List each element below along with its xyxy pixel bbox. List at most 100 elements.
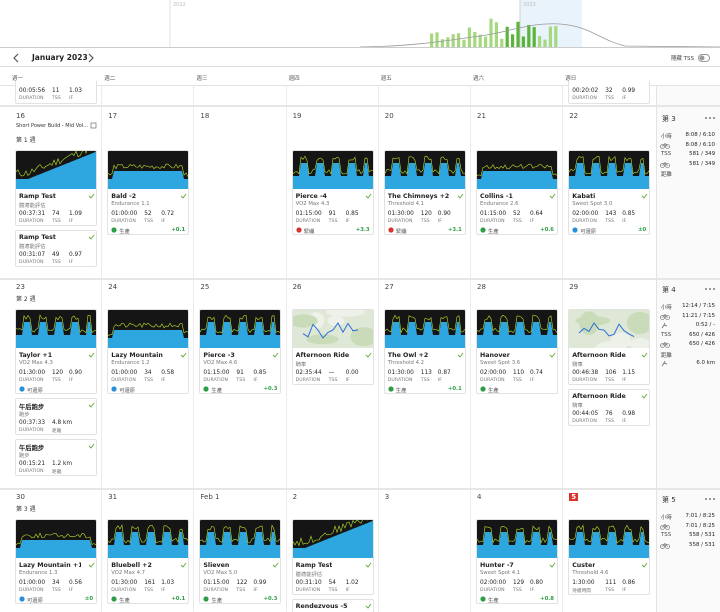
metric-value: 120 (420, 211, 432, 217)
metric-value: 00:31:10 (295, 580, 322, 586)
status-delta: +0.1 (171, 227, 186, 233)
day-date: 26 (292, 283, 302, 291)
metric-value: 1.2 km (52, 461, 73, 467)
workout-card[interactable]: Kabati Sweet Spot 3.0 02:00:00 DURATION 143 T… (568, 150, 651, 235)
metric-value: 34 (144, 370, 152, 376)
workout-card[interactable]: Hanover Sweet Spot 3.6 02:00:00 DURATION 110… (476, 309, 558, 394)
workout-card[interactable]: Lazy Mountain +1 Endurance 1.3 01:00:00 DUR… (15, 519, 97, 604)
metric-label: 距離 (52, 428, 62, 434)
metric-label: TSS (328, 587, 338, 593)
week-divider (0, 105, 720, 107)
metric-value: 106 (605, 370, 617, 376)
workout-type: VO2 Max 4.6 (203, 360, 238, 366)
timeline-chart: 2022 2023 (0, 0, 720, 48)
completed-check (180, 193, 187, 199)
workout-card[interactable]: Pierce -3 VO2 Max 4.6 01:15:00 DURATION 91 TS… (199, 309, 282, 394)
timeline-bar (451, 34, 455, 47)
metric-label: IF (622, 218, 627, 224)
thumbnail-wrap (16, 151, 96, 189)
weekday-label: 週三 (196, 76, 208, 82)
plan-icon (90, 122, 97, 129)
thumbnail-wrap (16, 310, 96, 348)
workout-thumbnail (384, 151, 465, 189)
summary-column (656, 86, 720, 612)
metric-label: IF (622, 377, 627, 383)
completed-check (273, 352, 279, 358)
workout-card[interactable]: The Chimneys +2 Threshold 4.1 01:30:00 DURA… (383, 150, 466, 235)
metric-label: 持續時間 (572, 588, 591, 594)
timeline-curve (359, 23, 720, 48)
status-text: 緊繃 (395, 229, 407, 235)
workout-card[interactable]: Ramp Test 體適能評估 00:37:31 DURATION 74 TSS 1.09 I… (15, 150, 97, 226)
metric-value: 11 (52, 88, 60, 94)
workout-card[interactable]: Custer Threshold 4.6 1:30:00 持續時間 111 TSS 0.86… (568, 519, 651, 595)
completed-check (88, 402, 95, 408)
status-icon (203, 386, 209, 392)
metric-label: TSS (513, 377, 522, 383)
completed-check (273, 562, 279, 568)
workout-card[interactable]: Ramp Test 體適能評估 00:31:07 DURATION 49 TSS 0.97 I… (15, 230, 97, 267)
workout-card[interactable]: Taylor +1 VO2 Max 4.3 01:30:00 DURATION 120 T… (15, 309, 97, 394)
workout-card[interactable]: Slieven VO2 Max 5.0 01:15:00 DURATION 122 TSS… (199, 519, 282, 604)
workout-card[interactable]: 午后跑步 跑步 00:37:33 DURATION 4.8 km 距離 (15, 398, 97, 435)
workout-card[interactable]: Lazy Mountain Endurance 1.2 01:00:00 DURATI… (107, 309, 190, 394)
workout-card[interactable]: 00:20:02 DURATION 32 TSS 0.99 IF (568, 80, 651, 104)
workout-card[interactable]: Afternoon Ride 騎車 02:35:44 DURATION — TSS 0.00… (291, 309, 374, 385)
workout-type: Endurance 1.1 (111, 201, 150, 207)
metric-label: IF (161, 587, 166, 593)
workout-card[interactable]: 00:05:56 DURATION 11 TSS 1.03 IF (15, 80, 97, 104)
summary-value: 558 / 531 (689, 532, 715, 538)
workout-card[interactable]: Ramp Test 體適能評估 00:31:10 DURATION 54 TSS 1.02 I… (291, 519, 374, 595)
metric-value: 1.02 (345, 580, 359, 586)
metric-label: DURATION (111, 587, 136, 593)
thumbnail-wrap (200, 310, 281, 348)
workout-card[interactable]: Collins -1 Endurance 2.6 01:15:00 DURATION 5… (476, 150, 558, 235)
metric-label: IF (69, 218, 74, 224)
metric-value: 120 (52, 370, 64, 376)
summary-icon-bike (660, 523, 670, 530)
workout-card[interactable]: Bluebell +2 VO2 Max 4.7 01:30:00 DURATION 16… (107, 519, 190, 604)
workout-card[interactable]: The Owl +2 Threshold 4.2 01:30:00 DURATION 1… (383, 309, 466, 394)
metric-label: DURATION (19, 587, 44, 593)
status-delta: +0.3 (263, 596, 278, 602)
metric-value: 01:00:00 (111, 211, 138, 217)
status-delta: +0.1 (447, 386, 462, 392)
workout-card[interactable]: 午后跑步 跑步 00:15:21 DURATION 1.2 km 距離 (15, 439, 97, 476)
workout-thumbnail (16, 151, 96, 189)
next-month-button[interactable] (85, 52, 97, 64)
status-icon (480, 386, 486, 392)
workout-name: Ramp Test (19, 193, 56, 200)
prev-month-button[interactable] (10, 52, 22, 64)
workout-card[interactable]: Bald -2 Endurance 1.1 01:00:00 DURATION 52 TS… (107, 150, 190, 235)
completed-check (365, 352, 371, 358)
metric-value: 52 (513, 211, 521, 217)
workout-type: 跑步 (19, 453, 30, 459)
thumbnail-wrap (16, 520, 96, 558)
workout-name: Bluebell +2 (111, 562, 152, 569)
metric-label: TSS (513, 218, 522, 224)
thumbnail-wrap (292, 310, 373, 348)
metric-label: DURATION (19, 259, 44, 265)
workout-type: 騎車 (295, 362, 307, 368)
timeline-bar (543, 39, 547, 47)
metric-label: DURATION (387, 377, 413, 383)
workout-card[interactable]: Rendezvous -5 (291, 599, 374, 612)
workout-thumbnail (569, 310, 650, 348)
metric-label: DURATION (572, 377, 597, 383)
completed-check (457, 352, 464, 358)
workout-card[interactable]: Pierce -4 VO2 Max 4.3 01:15:00 DURATION 91 TS… (291, 150, 374, 235)
timeline-bar (494, 22, 498, 47)
day-date: 19 (292, 112, 302, 120)
timeline-year: 2023 (523, 2, 536, 8)
metric-value: 00:15:21 (19, 461, 46, 467)
workout-type: VO2 Max 4.3 (19, 360, 53, 366)
workout-card[interactable]: Hunter -7 Sweet Spot 4.1 02:00:00 DURATION 1… (476, 519, 558, 604)
metric-label: IF (530, 377, 535, 383)
divider (0, 66, 720, 67)
workout-card[interactable]: Afternoon Ride 騎車 00:44:05 DURATION 76 TSS 0.9… (568, 389, 651, 426)
toggle-switch[interactable] (698, 54, 710, 62)
metric-value: 0.99 (622, 88, 636, 94)
workout-card[interactable]: Afternoon Ride 騎車 00:46:38 DURATION 106 TSS 1.… (568, 309, 651, 385)
hide-tss-toggle[interactable]: 隱藏 TSS (670, 56, 694, 62)
metric-value: 01:15:00 (480, 211, 507, 217)
